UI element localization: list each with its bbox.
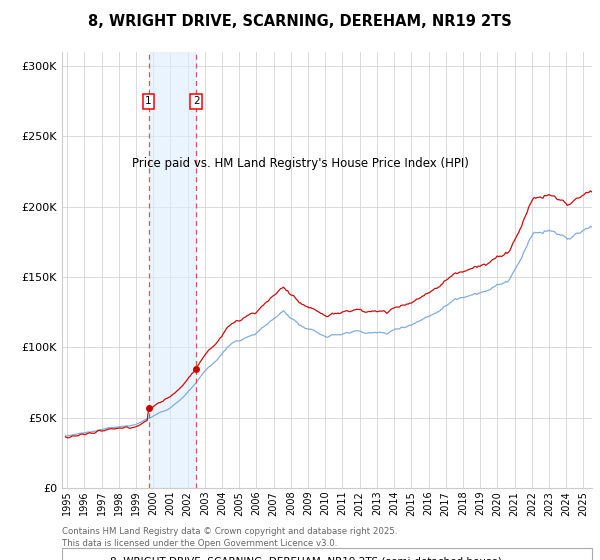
Text: 1: 1 bbox=[145, 96, 152, 106]
Text: 8, WRIGHT DRIVE, SCARNING, DEREHAM, NR19 2TS (semi-detached house): 8, WRIGHT DRIVE, SCARNING, DEREHAM, NR19… bbox=[110, 557, 502, 560]
Text: Contains HM Land Registry data © Crown copyright and database right 2025.
This d: Contains HM Land Registry data © Crown c… bbox=[62, 527, 398, 548]
Text: 2: 2 bbox=[193, 96, 200, 106]
Text: Price paid vs. HM Land Registry's House Price Index (HPI): Price paid vs. HM Land Registry's House … bbox=[131, 157, 469, 170]
Text: 8, WRIGHT DRIVE, SCARNING, DEREHAM, NR19 2TS: 8, WRIGHT DRIVE, SCARNING, DEREHAM, NR19… bbox=[88, 14, 512, 29]
